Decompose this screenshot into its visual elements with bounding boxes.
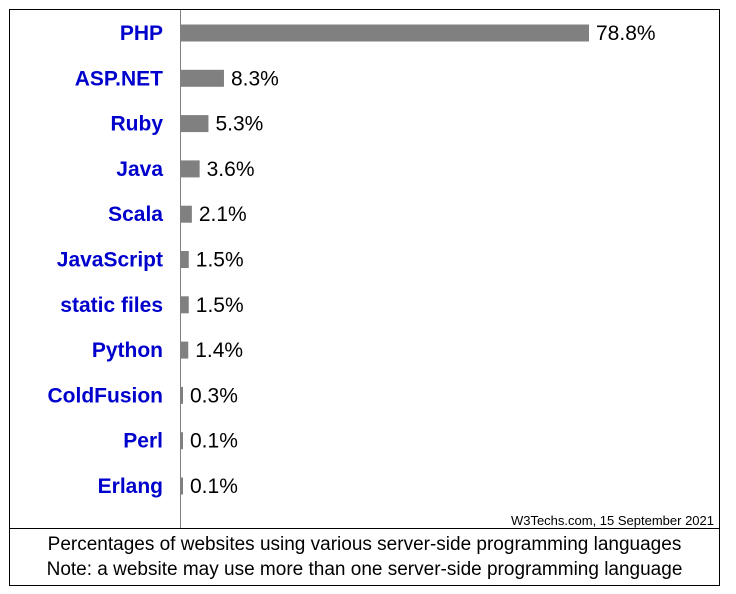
category-label: ColdFusion [48, 384, 163, 407]
bar [181, 251, 189, 268]
value-label: 2.1% [199, 203, 247, 226]
bar [181, 477, 183, 495]
category-label: Ruby [111, 113, 164, 136]
category-label: static files [60, 294, 163, 317]
bar [181, 296, 189, 314]
bar [181, 115, 209, 133]
category-label: Erlang [98, 475, 163, 498]
value-label: 1.4% [195, 339, 243, 362]
value-label: 0.3% [190, 384, 238, 407]
category-label: Scala [108, 203, 163, 226]
category-label: Perl [123, 430, 163, 453]
bar [181, 205, 192, 223]
value-label: 0.1% [190, 430, 238, 453]
bar [181, 69, 224, 87]
bar [181, 160, 200, 178]
source-note: W3Techs.com, 15 September 2021 [510, 513, 714, 528]
value-label: 5.3% [215, 113, 263, 136]
value-label: 1.5% [196, 249, 244, 272]
bar [181, 341, 189, 359]
category-label: Python [92, 339, 163, 362]
category-label: ASP.NET [75, 67, 163, 90]
value-label: 3.6% [207, 158, 255, 181]
bar-chart: PHP 78.8% ASP.NET 8.3% Ruby 5.3% Java 3.6% Scala… [48, 10, 656, 528]
value-label: 0.1% [190, 475, 238, 498]
value-label: 78.8% [596, 22, 656, 45]
chart-caption: Percentages of websites using various se… [10, 532, 719, 582]
category-label: JavaScript [57, 249, 163, 272]
bar [181, 24, 589, 42]
caption-line-1: Percentages of websites using various se… [47, 534, 682, 555]
category-label: Java [116, 158, 163, 181]
category-label: PHP [120, 22, 163, 45]
chart-area: PHP 78.8% ASP.NET 8.3% Ruby 5.3% Java 3.6% Scala… [10, 10, 719, 528]
bar [181, 432, 183, 450]
bar [181, 386, 183, 404]
chart-frame: PHP 78.8% ASP.NET 8.3% Ruby 5.3% Java 3.6% Scala… [9, 9, 720, 586]
caption-divider [10, 528, 719, 529]
value-label: 1.5% [196, 294, 244, 317]
value-label: 8.3% [231, 67, 279, 90]
caption-line-2: Note: a website may use more than one se… [46, 559, 683, 580]
